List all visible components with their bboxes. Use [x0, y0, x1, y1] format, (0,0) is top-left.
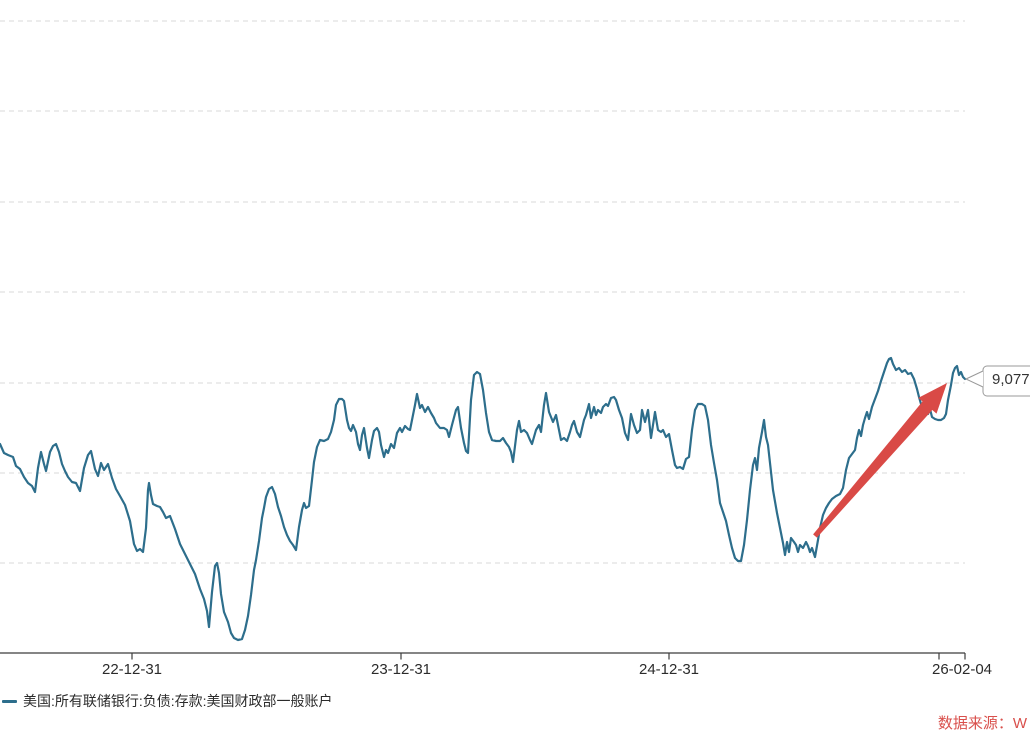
callout-value-label: 9,077. [992, 371, 1030, 388]
x-axis-tick-label: 26-02-04 [931, 661, 993, 678]
legend-series-label: 美国:所有联储银行:负债:存款:美国财政部一般账户 [23, 693, 333, 709]
x-axis-tick-label: 24-12-31 [638, 661, 700, 678]
data-source-text: 数据来源：W [937, 715, 1027, 732]
legend: 美国:所有联储银行:负债:存款:美国财政部一般账户 [2, 693, 333, 709]
series-line [0, 356, 967, 642]
trend-arrow [813, 383, 947, 538]
legend-line-marker [2, 699, 17, 703]
x-axis-tick-label: 23-12-31 [370, 661, 432, 678]
callout-pointer [965, 370, 984, 388]
x-axis-tick-label: 22-12-31 [101, 661, 163, 678]
